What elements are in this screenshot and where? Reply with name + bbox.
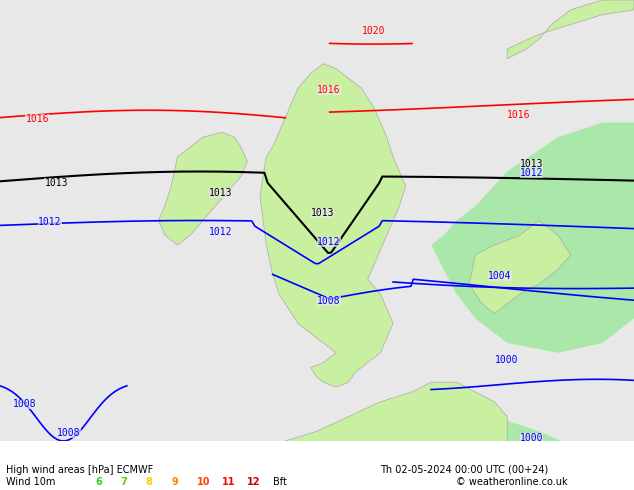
Text: 1013: 1013	[44, 178, 68, 188]
Text: 8: 8	[146, 477, 153, 487]
Polygon shape	[260, 64, 406, 387]
Polygon shape	[178, 382, 507, 490]
Text: 12: 12	[247, 477, 261, 487]
Text: 1013: 1013	[520, 159, 543, 169]
Text: 1020: 1020	[361, 26, 385, 36]
Polygon shape	[469, 220, 571, 314]
Text: © weatheronline.co.uk: © weatheronline.co.uk	[456, 477, 568, 487]
Text: Th 02-05-2024 00:00 UTC (00+24): Th 02-05-2024 00:00 UTC (00+24)	[380, 465, 548, 475]
Text: 1004: 1004	[488, 271, 512, 281]
Text: 1016: 1016	[317, 85, 340, 95]
Text: 6: 6	[95, 477, 102, 487]
Text: High wind areas [hPa] ECMWF: High wind areas [hPa] ECMWF	[6, 465, 153, 475]
Text: 1012: 1012	[209, 227, 233, 237]
Text: 1012: 1012	[520, 169, 543, 178]
Polygon shape	[158, 132, 247, 245]
Text: 11: 11	[222, 477, 235, 487]
Text: 1008: 1008	[317, 296, 340, 306]
Bar	[0, 441, 634, 490]
Text: 7: 7	[120, 477, 127, 487]
Text: 10: 10	[197, 477, 210, 487]
Polygon shape	[412, 392, 634, 490]
Text: 1000: 1000	[495, 355, 518, 365]
Polygon shape	[431, 122, 634, 353]
Text: 1000: 1000	[520, 433, 543, 443]
Text: 1008: 1008	[57, 428, 81, 438]
Polygon shape	[507, 0, 634, 59]
Text: 1012: 1012	[317, 237, 340, 247]
Text: 1008: 1008	[13, 399, 36, 409]
Text: 9: 9	[171, 477, 178, 487]
Text: Wind 10m: Wind 10m	[6, 477, 56, 487]
Text: Bft: Bft	[273, 477, 287, 487]
Text: 1016: 1016	[507, 110, 531, 120]
Text: 1012: 1012	[38, 218, 61, 227]
Text: 1013: 1013	[311, 208, 334, 218]
Text: 1016: 1016	[25, 115, 49, 124]
Text: 1013: 1013	[209, 188, 233, 198]
